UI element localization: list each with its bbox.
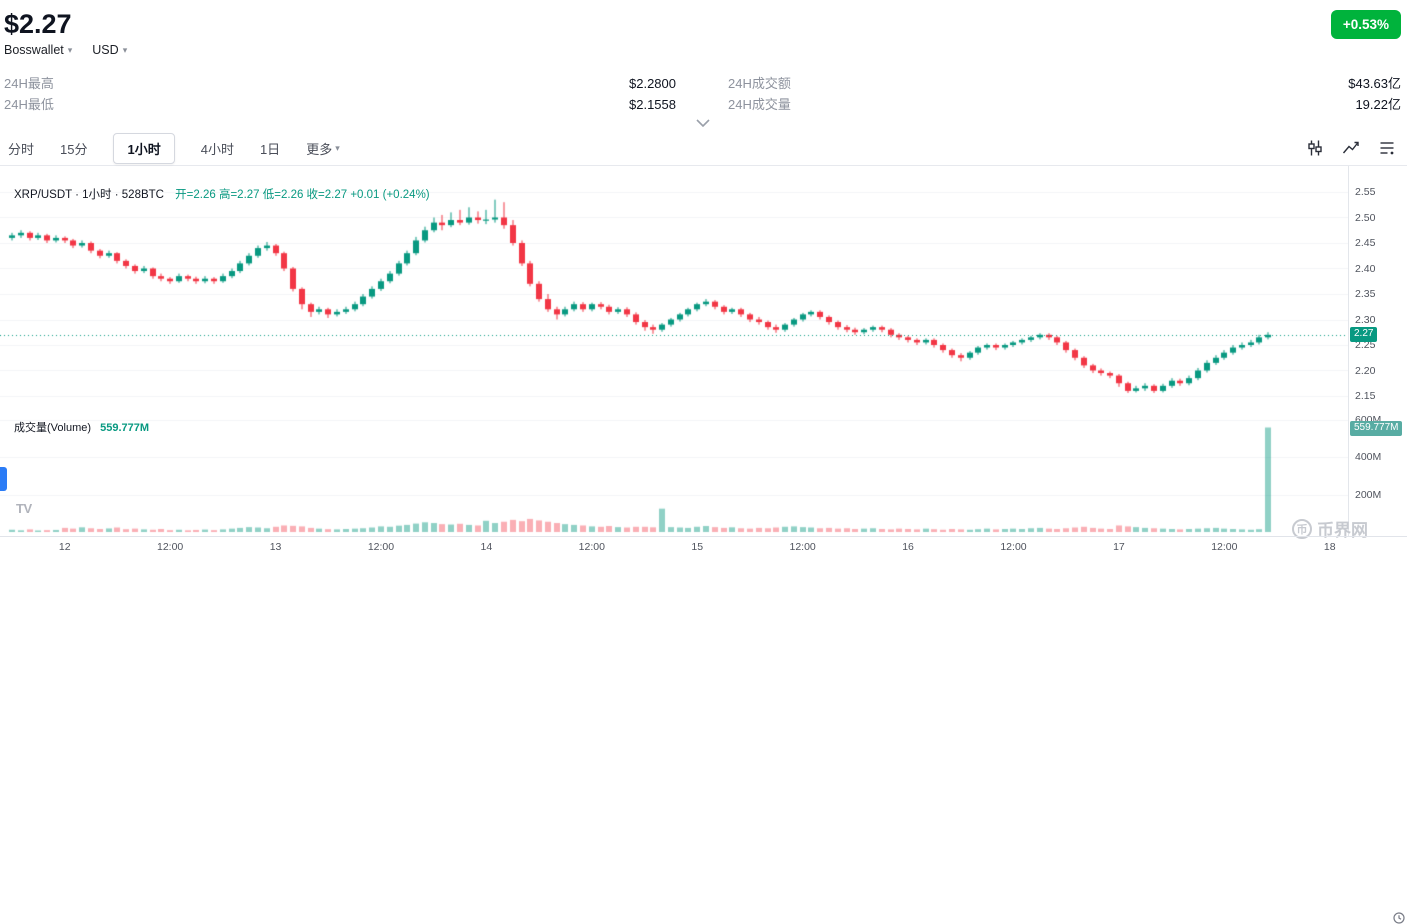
time-axis-label: 16: [902, 541, 914, 553]
volume-legend-value: 559.777M: [100, 422, 150, 434]
collapse-stats-button[interactable]: [4, 115, 1401, 129]
header-top: $2.27 +0.53%: [4, 8, 1401, 40]
interval-tabs: 分时 15分 1小时 4小时 1日 更多 ▾: [8, 132, 340, 164]
ohlc-legend: 开=2.26 高=2.27 低=2.26 收=2.27 +0.01 (+0.24…: [175, 189, 430, 201]
interval-tab-label: 1日: [259, 141, 281, 157]
chart-legend: XRP/USDT · 1小时 · 528BTC 开=2.26 高=2.27 低=…: [14, 186, 430, 202]
candlestick-chart-canvas[interactable]: [0, 166, 1348, 536]
price-axis-label: 2.20: [1355, 364, 1376, 377]
time-axis-label: 12:00: [1000, 541, 1027, 553]
interval-tab-label: 分时: [8, 141, 35, 157]
symbol-legend: XRP/USDT · 1小时 · 528BTC: [14, 189, 164, 201]
volume-value: 19.22亿: [1355, 97, 1401, 112]
interval-tab-1[interactable]: 15分: [60, 139, 87, 158]
wallet-selector[interactable]: Bosswallet ▾: [4, 43, 72, 57]
interval-tab-4[interactable]: 1日: [260, 139, 280, 158]
price-axis-label: 2.15: [1355, 390, 1376, 402]
volume-legend: 成交量(Volume) 559.777M: [14, 419, 149, 435]
currency-selector[interactable]: USD ▾: [92, 43, 127, 57]
header: $2.27 +0.53% Bosswallet ▾ USD ▾ 24H最高 $2…: [0, 0, 1407, 129]
interval-tab-label: 1小时: [127, 141, 161, 157]
chart-region: XRP/USDT · 1小时 · 528BTC 开=2.26 高=2.27 低=…: [0, 166, 1407, 924]
time-axis-label: 12:00: [156, 541, 184, 553]
chevron-down-icon: ▾: [335, 142, 340, 153]
last-price-badge: 2.27: [1350, 326, 1378, 342]
interval-tab-0[interactable]: 分时: [8, 139, 34, 158]
floating-widget-edge[interactable]: [0, 467, 7, 491]
currency-selector-label: USD: [92, 43, 119, 57]
time-axis-label: 12: [58, 541, 71, 553]
price-axis-label: 2.30: [1355, 313, 1376, 326]
turnover-label: 24H成交额: [728, 76, 791, 91]
chart-tools: [1305, 138, 1397, 158]
stats-panel: 24H最高 $2.2800 24H成交额 $43.63亿 24H最低 $2.15…: [4, 73, 1401, 115]
current-price: $2.27: [4, 9, 72, 39]
volume-label: 24H成交量: [728, 97, 791, 112]
interval-toolbar: 分时 15分 1小时 4小时 1日 更多 ▾: [0, 131, 1407, 166]
volume-axis-label: 400M: [1355, 451, 1382, 464]
price-axis-label: 2.35: [1355, 288, 1376, 300]
price-axis-label: 2.25: [1355, 339, 1376, 351]
interval-tab-2[interactable]: 1小时: [113, 132, 175, 164]
low-value: $2.1558: [629, 97, 676, 112]
time-axis-label: 17: [1113, 541, 1125, 553]
selectors: Bosswallet ▾ USD ▾: [4, 43, 1401, 57]
high-value: $2.2800: [629, 76, 676, 91]
time-axis-label: 14: [480, 541, 493, 553]
watermark-logo-icon: 币: [1292, 518, 1312, 539]
time-axis-label: 12:00: [789, 541, 816, 553]
stats-row: 24H最低 $2.1558 24H成交量 19.22亿: [4, 94, 1401, 115]
chevron-down-icon: ▾: [67, 44, 73, 55]
price-axis-label: 2.45: [1355, 237, 1376, 249]
tradingview-logo[interactable]: TV: [16, 501, 32, 516]
interval-tab-label: 4小时: [200, 141, 234, 157]
chevron-down-icon: [695, 119, 710, 127]
time-axis-label: 12:00: [1211, 541, 1238, 553]
time-axis-label: 15: [691, 541, 704, 553]
low-label: 24H最低: [4, 97, 54, 112]
chevron-down-icon: ▾: [122, 44, 128, 55]
time-axis-label: 18: [1323, 541, 1336, 553]
wallet-selector-label: Bosswallet: [4, 43, 64, 57]
site-watermark: 币 币界网: [1292, 516, 1368, 541]
turnover-value: $43.63亿: [1348, 76, 1401, 91]
clock-icon[interactable]: [1393, 912, 1405, 924]
chart-style-icon[interactable]: [1341, 138, 1361, 158]
price-axis-label: 2.55: [1355, 186, 1376, 198]
time-axis-label: 12:00: [578, 541, 605, 553]
interval-tab-label: 15分: [60, 141, 88, 157]
time-axis-label: 13: [269, 541, 282, 553]
price-axis-label: 2.50: [1355, 211, 1376, 224]
price-axis-label: 2.40: [1355, 262, 1376, 275]
indicators-icon[interactable]: [1377, 138, 1397, 158]
volume-value-badge: 559.777M: [1350, 420, 1403, 436]
interval-tab-3[interactable]: 4小时: [201, 139, 234, 158]
watermark-text: 币界网: [1317, 521, 1368, 540]
change-badge: +0.53%: [1330, 10, 1401, 39]
chart-settings-icon[interactable]: [1305, 138, 1325, 158]
volume-legend-label: 成交量(Volume): [14, 422, 92, 434]
stats-row: 24H最高 $2.2800 24H成交额 $43.63亿: [4, 73, 1401, 94]
volume-axis-label: 200M: [1355, 488, 1382, 501]
price-axis-border: [1348, 166, 1349, 536]
time-axis-label: 12:00: [367, 541, 395, 553]
high-label: 24H最高: [4, 76, 54, 91]
interval-tab-5[interactable]: 更多 ▾: [306, 139, 340, 158]
interval-tab-label: 更多: [306, 141, 333, 157]
time-axis[interactable]: 12 12:00 13 12:00 14 12:00 15 12:00 16 12:00 17 12:…: [0, 536, 1407, 924]
